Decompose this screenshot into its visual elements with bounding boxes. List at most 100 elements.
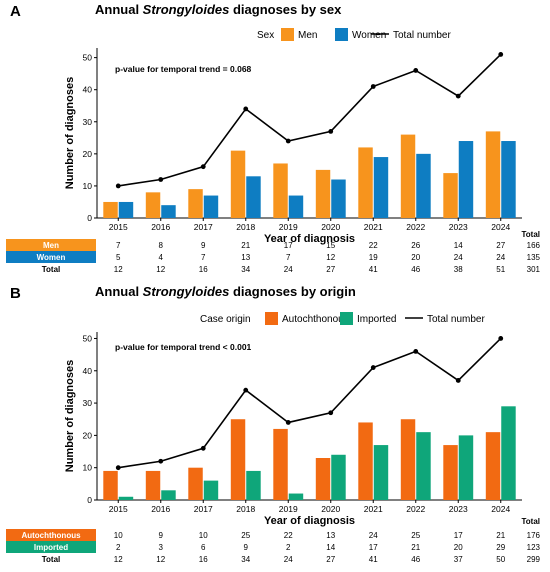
total-point-2023 bbox=[455, 378, 461, 383]
chart-title-part: Annual bbox=[95, 2, 143, 17]
bar-autochthonous-2024 bbox=[485, 432, 501, 500]
total-point-2016 bbox=[158, 177, 164, 182]
bar-autochthonous-2015 bbox=[103, 470, 118, 500]
table-cell: 27 bbox=[326, 555, 335, 564]
total-point-2017 bbox=[200, 445, 206, 451]
bar-men-2017 bbox=[188, 189, 203, 218]
x-tick-label: 2022 bbox=[406, 504, 425, 514]
bar-women-2021 bbox=[373, 157, 389, 218]
y-tick-label: 30 bbox=[83, 398, 93, 408]
trend-annotation: p-value for temporal trend < 0.001 bbox=[115, 342, 252, 352]
table-cell: 25 bbox=[411, 531, 420, 540]
table-cell: 12 bbox=[114, 555, 123, 564]
bar-men-2024 bbox=[485, 131, 501, 218]
x-tick-label: 2019 bbox=[279, 222, 298, 232]
panel-letter: B bbox=[10, 285, 21, 302]
x-tick-label: 2023 bbox=[449, 504, 468, 514]
table-cell: 21 bbox=[241, 241, 250, 250]
legend-swatch-imported bbox=[340, 312, 353, 325]
x-tick-label: 2016 bbox=[151, 222, 170, 232]
bar-autochthonous-2020 bbox=[315, 458, 331, 500]
panel-letter: A bbox=[10, 3, 21, 20]
y-tick-label: 50 bbox=[83, 333, 93, 343]
total-point-2015 bbox=[115, 183, 121, 189]
table-total-header: Total bbox=[521, 230, 540, 239]
legend-label-women: Women bbox=[352, 30, 386, 41]
table-cell: 24 bbox=[454, 253, 463, 262]
x-axis-label: Year of diagnosis bbox=[264, 233, 355, 245]
total-point-2021 bbox=[370, 84, 376, 89]
bar-women-2015 bbox=[118, 201, 134, 218]
table-cell: 46 bbox=[411, 555, 420, 564]
table-cell: 26 bbox=[411, 241, 420, 250]
total-point-2022 bbox=[413, 68, 419, 73]
y-axis-label: Number of diagnoses bbox=[64, 77, 76, 189]
table-cell: 9 bbox=[159, 531, 164, 540]
bar-imported-2021 bbox=[373, 445, 389, 500]
total-point-2015 bbox=[115, 465, 121, 471]
table-cell: 46 bbox=[411, 265, 420, 274]
table-cell: 12 bbox=[326, 253, 335, 262]
panel-a: A Annual Strongyloides diagnoses by sex Se… bbox=[6, 2, 541, 274]
table-cell: 16 bbox=[199, 555, 208, 564]
table-cell: 2 bbox=[116, 543, 121, 552]
chart-title-part: diagnoses by origin bbox=[229, 284, 355, 299]
table-cell: 24 bbox=[284, 265, 293, 274]
bar-imported-2022 bbox=[416, 432, 431, 500]
total-point-2023 bbox=[455, 93, 461, 99]
legend-label-total: Total number bbox=[393, 30, 451, 41]
x-tick-label: 2018 bbox=[236, 222, 255, 232]
bar-autochthonous-2016 bbox=[145, 470, 161, 500]
table-cell: 8 bbox=[159, 241, 164, 250]
table-cell: 12 bbox=[156, 555, 165, 564]
chart-title: Annual Strongyloides diagnoses by sex bbox=[95, 2, 342, 17]
y-tick-label: 50 bbox=[83, 53, 93, 63]
x-tick-label: 2020 bbox=[321, 222, 340, 232]
total-point-2021 bbox=[370, 365, 376, 370]
bar-women-2018 bbox=[246, 176, 261, 218]
y-tick-label: 10 bbox=[83, 181, 93, 191]
table-cell: 6 bbox=[201, 543, 206, 552]
table-row-label: Women bbox=[37, 253, 66, 262]
chart-title-part: Annual bbox=[95, 284, 143, 299]
table-cell: 10 bbox=[114, 531, 123, 540]
table-cell: 51 bbox=[496, 265, 505, 274]
table-cell: 34 bbox=[241, 555, 250, 564]
x-tick-label: 2017 bbox=[194, 222, 213, 232]
table-row-label: Autochthonous bbox=[21, 531, 81, 540]
total-point-2017 bbox=[200, 164, 206, 170]
table-cell: 5 bbox=[116, 253, 121, 262]
table-cell: 12 bbox=[114, 265, 123, 274]
table-cell: 24 bbox=[496, 253, 505, 262]
bar-imported-2017 bbox=[203, 480, 219, 500]
table-cell: 21 bbox=[496, 531, 505, 540]
table-cell: 50 bbox=[496, 555, 505, 564]
bar-women-2020 bbox=[331, 179, 346, 218]
table-cell: 24 bbox=[284, 555, 293, 564]
table-cell: 15 bbox=[326, 241, 335, 250]
table-cell: 4 bbox=[159, 253, 164, 262]
table-cell: 12 bbox=[156, 265, 165, 274]
bar-imported-2018 bbox=[246, 470, 261, 500]
y-tick-label: 40 bbox=[83, 85, 93, 95]
bar-imported-2024 bbox=[501, 406, 516, 500]
table-row-total: 299 bbox=[527, 555, 541, 564]
y-tick-label: 0 bbox=[87, 495, 92, 505]
table-cell: 37 bbox=[454, 555, 463, 564]
legend-label-imported: Imported bbox=[357, 314, 396, 325]
legend-title: Sex bbox=[257, 30, 274, 41]
table-cell: 41 bbox=[369, 265, 378, 274]
y-tick-label: 40 bbox=[83, 366, 93, 376]
y-tick-label: 10 bbox=[83, 463, 93, 473]
bar-autochthonous-2021 bbox=[358, 422, 373, 500]
trend-annotation: p-value for temporal trend = 0.068 bbox=[115, 64, 252, 74]
total-point-2018 bbox=[243, 387, 249, 393]
table-row-label: Imported bbox=[34, 543, 68, 552]
total-point-2018 bbox=[243, 106, 249, 112]
table-cell: 17 bbox=[284, 241, 293, 250]
total-line bbox=[118, 337, 502, 469]
table-row-total: 301 bbox=[527, 265, 541, 274]
table-cell: 19 bbox=[369, 253, 378, 262]
table-cell: 22 bbox=[284, 531, 293, 540]
table-cell: 14 bbox=[326, 543, 335, 552]
